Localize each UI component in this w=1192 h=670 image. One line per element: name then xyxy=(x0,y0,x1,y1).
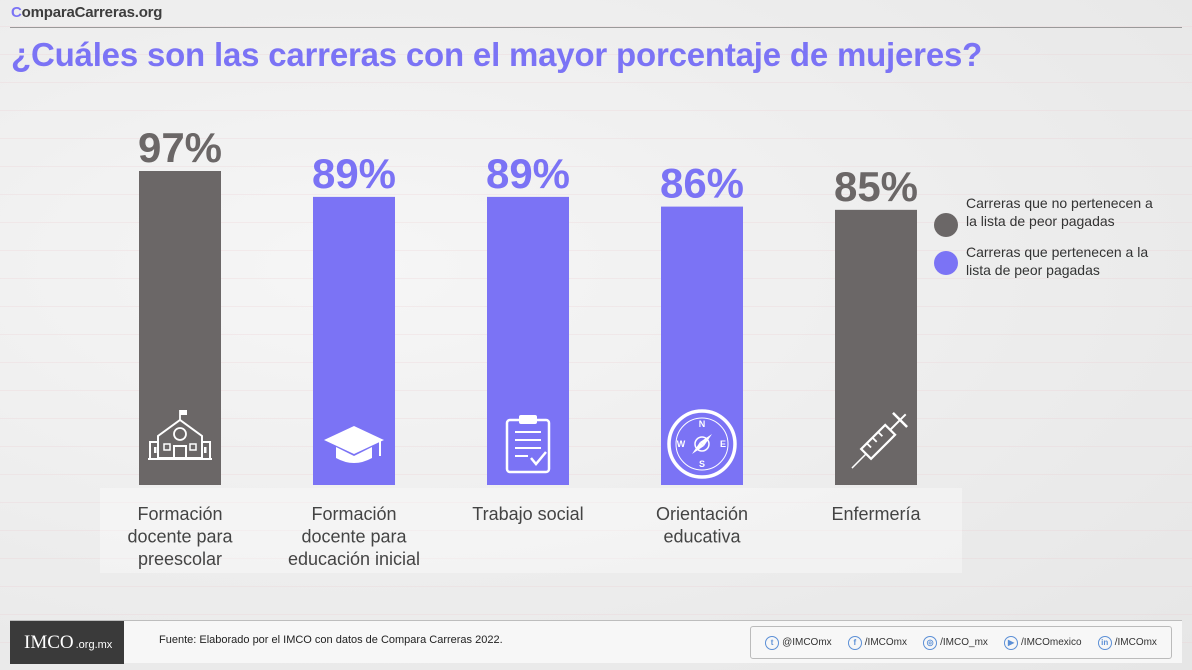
social-youtube[interactable]: ▶/IMCOmexico xyxy=(1004,635,1082,650)
data-label: 97% xyxy=(138,124,222,171)
header-divider xyxy=(10,27,1182,28)
svg-text:N: N xyxy=(699,419,706,429)
syringe-icon xyxy=(851,412,908,469)
brand-name: omparaCarreras.org xyxy=(21,4,163,21)
social-label: @IMCOmx xyxy=(782,637,832,648)
svg-text:S: S xyxy=(699,459,705,469)
category-label: Orientación educativa xyxy=(656,504,748,547)
graduation-cap-icon xyxy=(324,426,384,463)
clipboard-check-icon xyxy=(505,415,551,474)
logo-suffix: .org.mx xyxy=(75,638,113,651)
category-label: Formación docente para preescolar xyxy=(127,504,233,569)
legend-swatch-purple xyxy=(934,251,958,275)
data-label: 86% xyxy=(660,160,744,207)
social-linkedin[interactable]: in/IMCOmx xyxy=(1097,635,1157,650)
bar xyxy=(487,196,569,485)
legend-label: Carreras que pertenecen a la lista de pe… xyxy=(966,244,1149,278)
social-links: t @IMCOmx f/IMCOmx ◎/IMCO_mx ▶/IMCOmexico… xyxy=(750,626,1172,659)
source-note: Fuente: Elaborado por el IMCO con datos … xyxy=(159,634,503,646)
logo-text: IMCO xyxy=(24,631,74,653)
footer: IMCO .org.mx Fuente: Elaborado por el IMC… xyxy=(10,620,1182,664)
social-facebook[interactable]: f/IMCOmx xyxy=(847,635,907,650)
data-label: 89% xyxy=(486,150,570,197)
legend-label: Carreras que no pertenecen a la lista de… xyxy=(966,195,1153,229)
brand-initial: C xyxy=(11,4,22,21)
category-label: Formación docente para educación inicial xyxy=(288,504,420,569)
data-label: 85% xyxy=(834,163,918,210)
school-icon xyxy=(148,410,212,460)
page-title: ¿Cuáles son las carreras con el mayor po… xyxy=(11,36,983,73)
social-label: /IMCO_mx xyxy=(940,637,988,648)
brand-logo[interactable]: ComparaCarreras.org xyxy=(11,4,162,21)
category-label: Trabajo social xyxy=(472,504,583,524)
linkedin-icon: in xyxy=(1097,635,1112,650)
social-label: /IMCOmexico xyxy=(1021,637,1082,648)
bar xyxy=(661,206,743,485)
legend-item-no-peor: Carreras que no pertenecen a la lista de… xyxy=(932,195,1162,237)
legend: Carreras que no pertenecen a la lista de… xyxy=(932,195,1162,293)
category-label-panel xyxy=(100,488,962,573)
bar xyxy=(139,171,221,485)
facebook-icon: f xyxy=(847,635,862,650)
data-label: 89% xyxy=(312,150,396,197)
imco-logo[interactable]: IMCO .org.mx xyxy=(10,621,124,664)
social-label: /IMCOmx xyxy=(864,637,907,648)
bar xyxy=(835,209,917,485)
svg-text:E: E xyxy=(720,439,726,449)
legend-swatch-grey xyxy=(934,213,958,237)
legend-item-peor: Carreras que pertenecen a la lista de pe… xyxy=(932,244,1162,279)
social-twitter[interactable]: t @IMCOmx xyxy=(765,635,832,650)
social-instagram[interactable]: ◎/IMCO_mx xyxy=(923,635,988,650)
category-label: Enfermería xyxy=(831,504,921,524)
compass-icon: N S W E xyxy=(667,409,737,479)
youtube-icon: ▶ xyxy=(1004,635,1019,650)
twitter-icon: t xyxy=(765,635,780,650)
instagram-icon: ◎ xyxy=(923,635,938,650)
social-label: /IMCOmx xyxy=(1114,637,1157,648)
svg-text:W: W xyxy=(677,439,686,449)
